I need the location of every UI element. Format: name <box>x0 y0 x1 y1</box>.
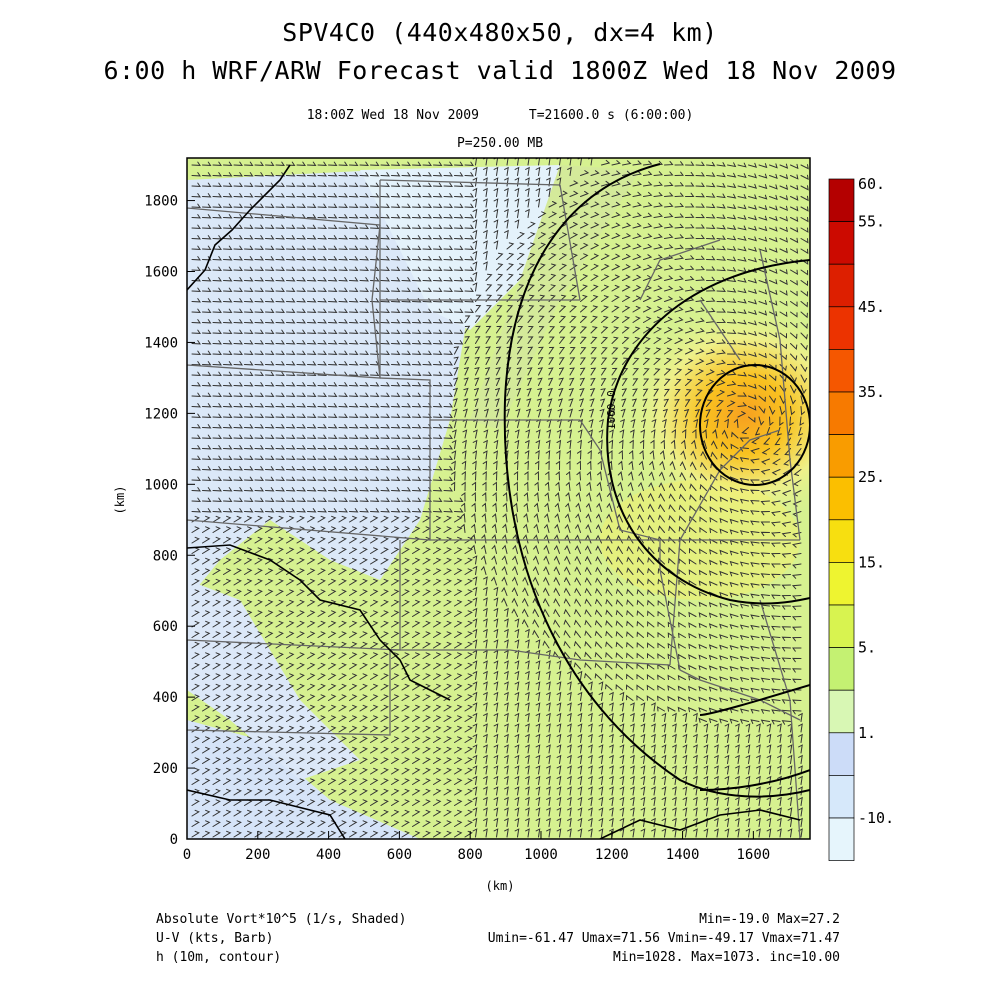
colorbar-swatch <box>828 349 855 393</box>
colorbar-swatch <box>828 562 855 606</box>
plot-title-line1: SPV4C0 (440x480x50, dx=4 km) <box>282 18 718 47</box>
colorbar <box>828 178 855 861</box>
colorbar-swatch <box>828 391 855 435</box>
height-contours <box>503 163 810 798</box>
colorbar-swatch <box>828 434 855 478</box>
vorticity-low-region <box>187 580 360 780</box>
y-tick-label: 0 <box>170 832 178 848</box>
map-area: 1060.0 <box>187 158 810 839</box>
x-axis-tick-labels: 0 200 400 600 800 1000 1200 1400 1600 <box>183 847 770 863</box>
valid-time: 18:00Z Wed 18 Nov 2009 <box>306 108 479 123</box>
y-tick-label: 1600 <box>144 265 178 281</box>
contour-label: 1060.0 <box>605 390 618 430</box>
colorbar-swatch <box>828 817 855 861</box>
colorbar-label: 5. <box>858 639 876 657</box>
vorticity-max-region <box>625 305 810 525</box>
x-tick-label: 1200 <box>595 847 629 863</box>
legend-field1-name: Absolute Vort*10^5 (1/s, Shaded) <box>156 912 407 927</box>
x-axis-ticks <box>186 831 754 839</box>
vorticity-low-region <box>187 720 420 839</box>
colorbar-label: 1. <box>858 724 876 742</box>
valid-time-line: 18:00Z Wed 18 Nov 2009 T=21600.0 s (6:00:… <box>0 108 1000 123</box>
colorbar-swatch <box>828 689 855 734</box>
coastline <box>187 164 801 839</box>
wind-barbs <box>191 158 809 838</box>
y-tick-label: 600 <box>153 619 178 635</box>
y-tick-label: 1000 <box>144 477 178 493</box>
legend-field1-stats: Min=-19.0 Max=27.2 <box>699 912 840 927</box>
map-frame <box>186 157 811 840</box>
y-tick-label: 1800 <box>144 194 178 210</box>
colorbar-swatch <box>828 647 855 691</box>
legend-field3-stats: Min=1028. Max=1073. inc=10.00 <box>613 950 840 965</box>
x-tick-label: 400 <box>316 847 341 863</box>
colorbar-label: -10. <box>858 809 894 827</box>
colorbar-swatch <box>828 476 855 521</box>
colorbar-label: 15. <box>858 553 885 571</box>
y-axis-label: (km) <box>113 486 127 515</box>
colorbar-swatch <box>828 732 855 776</box>
y-axis-tick-labels: 0 200 400 600 800 1000 1200 1400 1600 1800 <box>144 194 178 848</box>
x-tick-label: 800 <box>458 847 483 863</box>
x-tick-label: 1600 <box>737 847 771 863</box>
colorbar-labels: 60. 55. 45. 35. 25. 15. 5. 1. -10. <box>858 175 894 827</box>
vorticity-mid-region <box>470 165 640 430</box>
pressure-level: P=250.00 MB <box>456 136 544 151</box>
x-tick-label: 600 <box>387 847 412 863</box>
colorbar-label: 60. <box>858 175 885 193</box>
y-tick-label: 200 <box>153 761 178 777</box>
x-tick-label: 1000 <box>524 847 558 863</box>
colorbar-swatch <box>828 263 855 308</box>
colorbar-swatch <box>828 604 855 648</box>
colorbar-label: 45. <box>858 298 885 316</box>
colorbar-swatch <box>828 178 855 222</box>
legend-field3-name: h (10m, contour) <box>156 950 282 965</box>
y-tick-label: 1400 <box>144 335 178 351</box>
plot-title-line2: 6:00 h WRF/ARW Forecast valid 1800Z Wed … <box>103 56 897 85</box>
colorbar-label: 25. <box>858 468 885 486</box>
colorbar-swatch <box>828 306 855 350</box>
x-tick-label: 1400 <box>666 847 700 863</box>
x-tick-label: 0 <box>183 847 191 863</box>
elapsed-time: T=21600.0 s (6:00:00) <box>528 108 694 123</box>
y-tick-label: 800 <box>153 548 178 564</box>
state-boundaries <box>187 179 801 839</box>
colorbar-swatch <box>828 775 855 819</box>
vorticity-low-region <box>360 165 560 330</box>
colorbar-swatch <box>828 519 855 563</box>
x-tick-label: 200 <box>245 847 270 863</box>
legend-field2-stats: Umin=-61.47 Umax=71.56 Vmin=-49.17 Vmax=… <box>487 931 840 946</box>
x-axis-label: (km) <box>486 879 515 893</box>
y-axis-ticks <box>187 200 195 840</box>
y-tick-label: 400 <box>153 690 178 706</box>
colorbar-label: 55. <box>858 213 885 231</box>
wind-barb-field <box>191 158 809 838</box>
legend-field2-name: U-V (kts, Barb) <box>156 931 274 946</box>
colorbar-label: 35. <box>858 383 885 401</box>
colorbar-swatch <box>828 221 855 265</box>
y-tick-label: 1200 <box>144 406 178 422</box>
